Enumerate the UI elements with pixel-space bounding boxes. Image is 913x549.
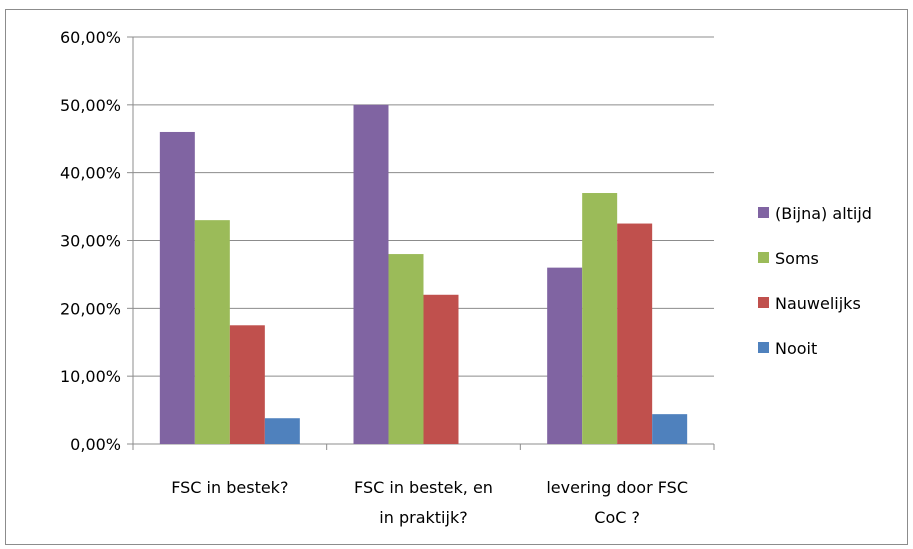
x-category-label: FSC in bestek? xyxy=(171,478,288,497)
x-category-label: FSC in bestek, en xyxy=(354,478,493,497)
y-tick-label: 20,00% xyxy=(60,299,121,318)
bar xyxy=(159,131,195,444)
y-tick-label: 10,00% xyxy=(60,367,121,386)
bar xyxy=(194,220,230,444)
y-tick-label: 30,00% xyxy=(60,232,121,251)
bar xyxy=(229,325,265,444)
legend-label: Soms xyxy=(775,249,819,268)
bar xyxy=(423,294,459,444)
bar xyxy=(617,223,653,444)
legend-swatch xyxy=(758,342,769,353)
bar xyxy=(388,254,424,444)
y-tick-label: 0,00% xyxy=(70,435,121,454)
bar xyxy=(264,418,300,444)
bar xyxy=(547,267,583,444)
bar xyxy=(353,104,389,444)
x-category-label: CoC ? xyxy=(594,508,640,527)
x-category-label: in praktijk? xyxy=(379,508,467,527)
chart-frame xyxy=(5,9,908,545)
legend-swatch xyxy=(758,252,769,263)
y-tick-label: 60,00% xyxy=(60,28,121,47)
x-category-label: levering door FSC xyxy=(546,478,688,497)
y-tick-label: 40,00% xyxy=(60,164,121,183)
legend-label: (Bijna) altijd xyxy=(775,204,872,223)
legend-swatch xyxy=(758,207,769,218)
legend-label: Nooit xyxy=(775,339,817,358)
legend-swatch xyxy=(758,297,769,308)
bar xyxy=(582,193,618,444)
y-tick-label: 50,00% xyxy=(60,96,121,115)
bar xyxy=(652,414,688,444)
legend-label: Nauwelijks xyxy=(775,294,861,313)
